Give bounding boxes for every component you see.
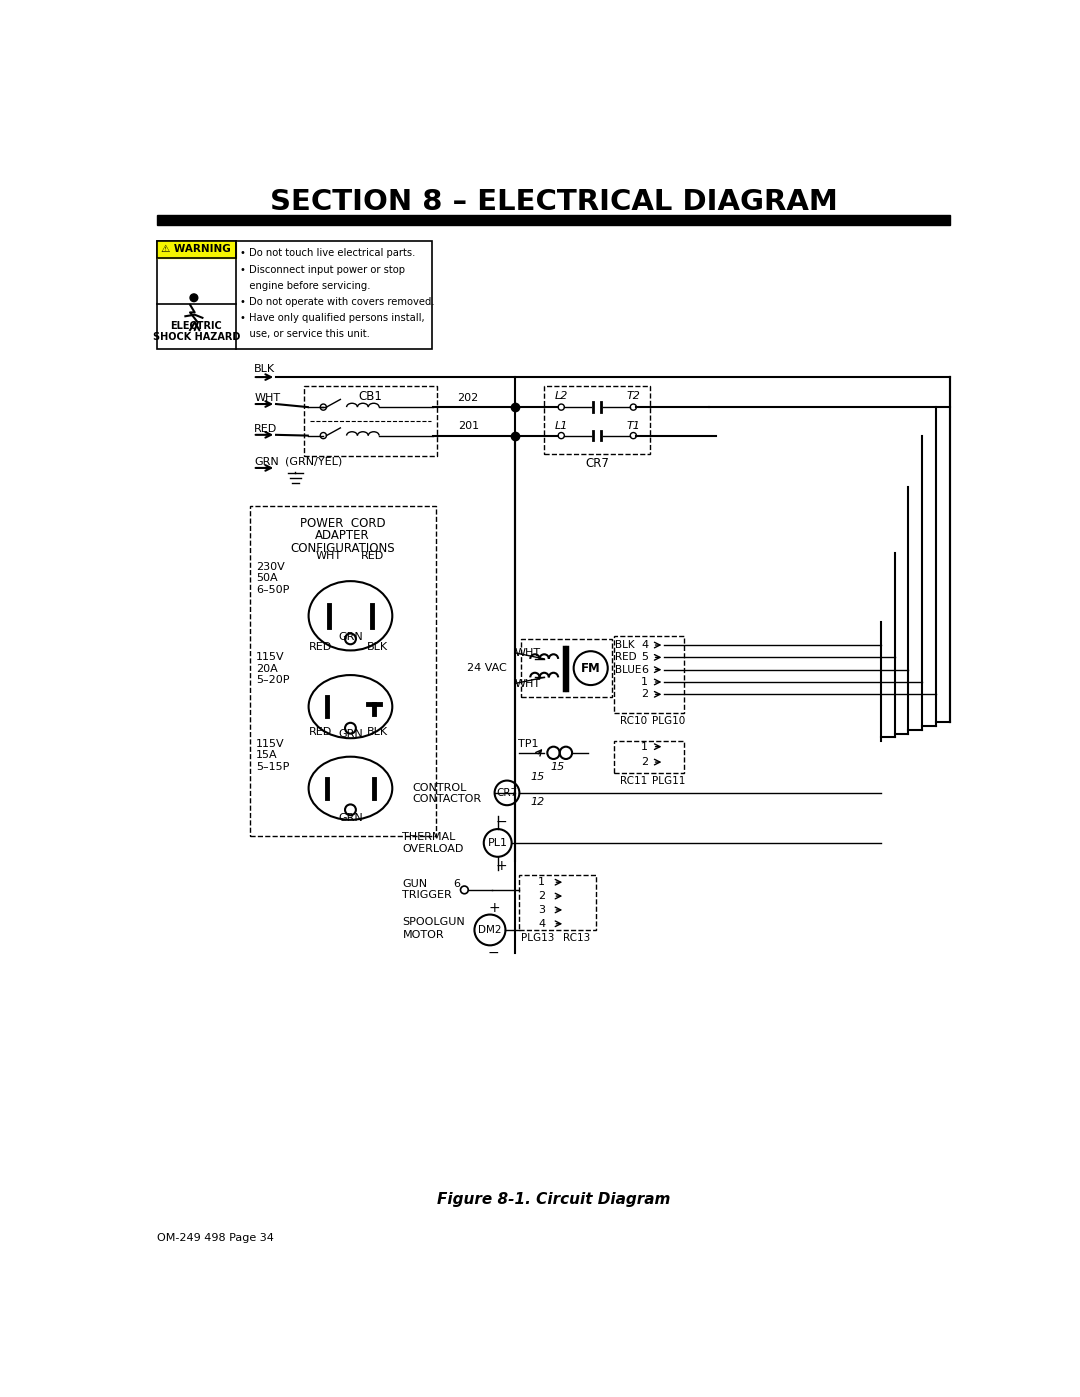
Text: GRN: GRN — [338, 633, 363, 643]
Text: 15: 15 — [550, 761, 565, 771]
Text: 1: 1 — [642, 678, 648, 687]
Text: 2: 2 — [642, 757, 648, 767]
Text: BLK: BLK — [255, 365, 275, 374]
Text: −: − — [496, 814, 508, 828]
Text: • Do not touch live electrical parts.: • Do not touch live electrical parts. — [240, 249, 415, 258]
Text: RED: RED — [361, 552, 383, 562]
Text: WHT: WHT — [315, 552, 341, 562]
Text: 4: 4 — [538, 919, 545, 929]
Text: TRIGGER: TRIGGER — [403, 890, 453, 900]
Text: MOTOR: MOTOR — [403, 929, 444, 940]
FancyBboxPatch shape — [518, 875, 596, 930]
Text: 2: 2 — [642, 689, 648, 700]
Text: −: − — [488, 946, 500, 960]
Text: ADAPTER: ADAPTER — [315, 529, 370, 542]
Text: CR7: CR7 — [585, 457, 609, 469]
Text: POWER  CORD: POWER CORD — [300, 517, 386, 529]
Text: RED: RED — [255, 423, 278, 433]
Text: GUN: GUN — [403, 879, 428, 888]
FancyBboxPatch shape — [157, 240, 432, 349]
Text: 3: 3 — [538, 905, 545, 915]
Text: L2: L2 — [554, 391, 568, 401]
Text: ⚠ WARNING: ⚠ WARNING — [161, 244, 231, 254]
FancyBboxPatch shape — [613, 740, 684, 773]
Text: GRN: GRN — [255, 457, 279, 467]
Text: 202: 202 — [458, 393, 478, 402]
Text: FM: FM — [581, 662, 600, 675]
Bar — [157, 215, 950, 225]
Text: 5–20P: 5–20P — [256, 676, 289, 686]
FancyBboxPatch shape — [303, 386, 437, 457]
Text: 115V: 115V — [256, 739, 284, 749]
Text: PLG13: PLG13 — [522, 933, 555, 943]
Text: BLUE: BLUE — [616, 665, 642, 675]
Text: 201: 201 — [458, 422, 478, 432]
Text: +: + — [488, 901, 500, 915]
Text: Figure 8-1. Circuit Diagram: Figure 8-1. Circuit Diagram — [436, 1192, 671, 1207]
Text: L1: L1 — [554, 420, 568, 430]
Text: OVERLOAD: OVERLOAD — [403, 844, 463, 854]
Text: 1: 1 — [642, 742, 648, 752]
Text: WHT: WHT — [515, 648, 541, 658]
Text: 6: 6 — [454, 879, 460, 888]
Text: GRN: GRN — [338, 813, 363, 823]
Text: • Do not operate with covers removed.: • Do not operate with covers removed. — [240, 298, 434, 307]
Text: PLG11: PLG11 — [651, 775, 685, 785]
Text: PL1: PL1 — [488, 838, 508, 848]
Text: BLK: BLK — [616, 640, 635, 650]
Text: CR7: CR7 — [497, 788, 517, 798]
Text: 5: 5 — [642, 652, 648, 662]
Text: BLK: BLK — [367, 643, 388, 652]
Text: 15: 15 — [530, 773, 544, 782]
Text: • Have only qualified persons install,: • Have only qualified persons install, — [240, 313, 424, 323]
Text: RED: RED — [309, 726, 333, 738]
Text: TP1: TP1 — [518, 739, 539, 749]
FancyBboxPatch shape — [613, 636, 684, 712]
Text: T1: T1 — [626, 420, 640, 430]
Text: 50A: 50A — [256, 573, 278, 583]
Text: (GRN/YEL): (GRN/YEL) — [285, 457, 342, 467]
Text: 115V: 115V — [256, 652, 284, 662]
Text: OM-249 498 Page 34: OM-249 498 Page 34 — [157, 1234, 273, 1243]
Text: RED: RED — [616, 652, 637, 662]
Text: 24 VAC: 24 VAC — [468, 664, 507, 673]
Text: SPOOLGUN: SPOOLGUN — [403, 918, 465, 928]
Text: GRN: GRN — [338, 729, 363, 739]
Text: 6: 6 — [642, 665, 648, 675]
Text: 12: 12 — [530, 798, 544, 807]
Text: CONFIGURATIONS: CONFIGURATIONS — [291, 542, 395, 555]
Text: 1: 1 — [538, 877, 545, 887]
Text: 20A: 20A — [256, 664, 278, 673]
Text: BLK: BLK — [367, 726, 388, 738]
Text: 5–15P: 5–15P — [256, 761, 289, 771]
Text: 2: 2 — [538, 891, 545, 901]
Text: CONTROL: CONTROL — [413, 784, 467, 793]
Text: WHT: WHT — [255, 393, 281, 402]
Text: use, or service this unit.: use, or service this unit. — [240, 330, 369, 339]
Text: RC13: RC13 — [563, 933, 591, 943]
Text: CB1: CB1 — [359, 390, 382, 402]
Text: ELECTRIC
SHOCK HAZARD: ELECTRIC SHOCK HAZARD — [152, 321, 240, 342]
Text: 230V: 230V — [256, 562, 285, 571]
FancyBboxPatch shape — [249, 507, 435, 835]
Text: SECTION 8 – ELECTRICAL DIAGRAM: SECTION 8 – ELECTRICAL DIAGRAM — [270, 189, 837, 217]
Circle shape — [190, 293, 198, 302]
Text: T2: T2 — [626, 391, 640, 401]
Text: CONTACTOR: CONTACTOR — [413, 793, 482, 805]
Text: • Disconnect input power or stop: • Disconnect input power or stop — [240, 264, 405, 275]
Text: DM2: DM2 — [478, 925, 502, 935]
Text: engine before servicing.: engine before servicing. — [240, 281, 370, 291]
Text: RC11: RC11 — [620, 775, 647, 785]
Text: RC10: RC10 — [620, 715, 647, 725]
Text: +: + — [496, 859, 508, 873]
Text: PLG10: PLG10 — [651, 715, 685, 725]
Text: 15A: 15A — [256, 750, 278, 760]
Text: RED: RED — [309, 643, 333, 652]
Bar — [157, 240, 235, 257]
Text: 4: 4 — [642, 640, 648, 650]
Text: WHT: WHT — [515, 679, 541, 689]
FancyBboxPatch shape — [544, 386, 650, 454]
Text: THERMAL: THERMAL — [403, 831, 456, 842]
Text: 6–50P: 6–50P — [256, 584, 289, 595]
